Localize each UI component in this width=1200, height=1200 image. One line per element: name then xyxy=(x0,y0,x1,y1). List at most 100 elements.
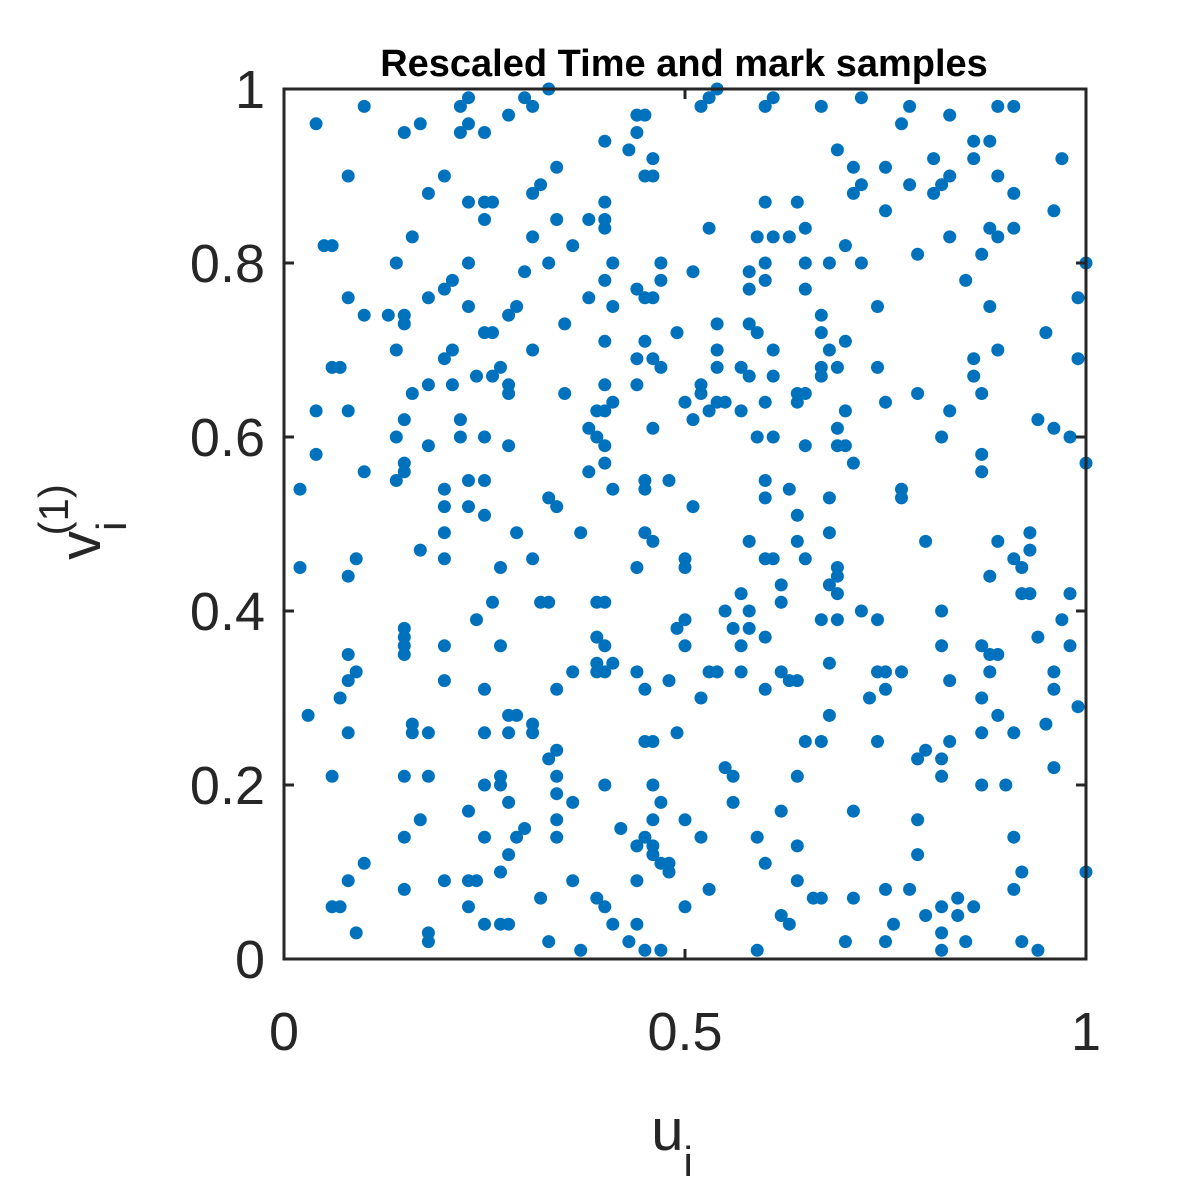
scatter-point xyxy=(1071,352,1085,366)
scatter-point xyxy=(935,900,949,914)
scatter-point xyxy=(526,726,540,740)
scatter-point xyxy=(1031,413,1045,427)
scatter-point xyxy=(678,395,692,409)
scatter-point xyxy=(790,674,804,688)
scatter-point xyxy=(1023,543,1037,557)
scatter-point xyxy=(919,909,933,922)
scatter-point xyxy=(991,648,1005,661)
scatter-point xyxy=(349,665,363,679)
scatter-point xyxy=(598,334,612,348)
scatter-point xyxy=(750,326,764,340)
scatter-point xyxy=(1007,552,1021,566)
scatter-point xyxy=(871,735,884,748)
scatter-point xyxy=(975,465,989,479)
scatter-point xyxy=(437,169,451,183)
scatter-point xyxy=(830,421,844,435)
scatter-point xyxy=(742,621,756,635)
scatter-point xyxy=(686,265,700,279)
scatter-point xyxy=(846,456,860,470)
scatter-point xyxy=(453,430,467,444)
scatter-point xyxy=(838,439,852,453)
scatter-point xyxy=(478,830,491,844)
scatter-point xyxy=(630,665,644,679)
scatter-point xyxy=(654,795,668,809)
scatter-point xyxy=(357,99,371,113)
scatter-point xyxy=(622,935,636,949)
scatter-point xyxy=(814,369,828,383)
scatter-point xyxy=(822,578,836,592)
scatter-point xyxy=(854,256,868,270)
scatter-point xyxy=(766,552,780,566)
y-tick-label: 0.6 xyxy=(190,408,265,468)
scatter-point xyxy=(478,778,491,792)
scatter-point xyxy=(590,891,604,905)
scatter-point xyxy=(702,404,716,418)
x-tick-labels: 0 0.5 1 xyxy=(269,1002,1101,1062)
scatter-point xyxy=(550,743,564,757)
y-tick-label: 0.4 xyxy=(190,582,265,642)
scatter-point xyxy=(598,900,612,914)
scatter-point xyxy=(726,795,740,809)
scatter-point xyxy=(453,126,467,139)
scatter-point xyxy=(614,822,628,835)
scatter-point xyxy=(758,474,772,487)
scatter-point xyxy=(983,665,997,679)
scatter-point xyxy=(951,909,965,922)
scatter-point xyxy=(790,508,804,522)
scatter-point xyxy=(967,352,981,366)
scatter-point xyxy=(1031,943,1045,957)
scatter-point xyxy=(462,900,475,914)
scatter-point xyxy=(903,99,917,113)
scatter-point xyxy=(758,99,772,113)
scatter-point xyxy=(470,369,483,383)
scatter-point xyxy=(879,935,892,949)
scatter-point xyxy=(734,587,748,601)
scatter-point xyxy=(654,273,668,287)
scatter-point xyxy=(462,195,475,209)
scatter-point xyxy=(437,874,451,888)
scatter-point xyxy=(694,830,708,844)
scatter-point xyxy=(590,430,604,444)
y-tick-label: 0.8 xyxy=(190,234,265,294)
scatter-point xyxy=(895,665,908,679)
scatter-point xyxy=(646,848,660,862)
scatter-point xyxy=(293,482,307,496)
scatter-point xyxy=(750,830,764,844)
scatter-point xyxy=(357,465,371,479)
scatter-point xyxy=(502,848,516,862)
scatter-point xyxy=(413,813,427,827)
scatter-point xyxy=(814,99,828,113)
scatter-point xyxy=(863,691,876,705)
scatter-point xyxy=(846,891,860,905)
scatter-point xyxy=(766,343,780,357)
scatter-point xyxy=(854,604,868,618)
scatter-point xyxy=(1047,665,1061,679)
scatter-point xyxy=(558,387,572,400)
scatter-point xyxy=(734,360,748,374)
scatter-point xyxy=(935,752,949,766)
scatter-point xyxy=(389,430,403,444)
scatter-point xyxy=(1015,865,1029,879)
scatter-point xyxy=(646,352,660,366)
scatter-point xyxy=(630,126,644,139)
scatter-point xyxy=(582,291,596,305)
scatter-point xyxy=(790,195,804,209)
scatter-point xyxy=(470,613,483,627)
scatter-point xyxy=(959,273,973,287)
y-tick-label: 1 xyxy=(235,60,265,120)
scatter-point xyxy=(341,726,355,740)
scatter-point xyxy=(598,639,612,653)
scatter-point xyxy=(309,117,323,131)
scatter-point xyxy=(462,804,475,818)
scatter-point xyxy=(967,369,981,383)
scatter-point xyxy=(991,708,1005,722)
scatter-point xyxy=(662,674,676,688)
scatter-point xyxy=(630,839,644,853)
scatter-point xyxy=(983,134,997,148)
scatter-point xyxy=(309,404,323,418)
scatter-point xyxy=(822,656,836,670)
scatter-point xyxy=(478,917,491,931)
scatter-point xyxy=(766,369,780,383)
scatter-point xyxy=(542,256,556,270)
scatter-point xyxy=(1047,761,1061,775)
